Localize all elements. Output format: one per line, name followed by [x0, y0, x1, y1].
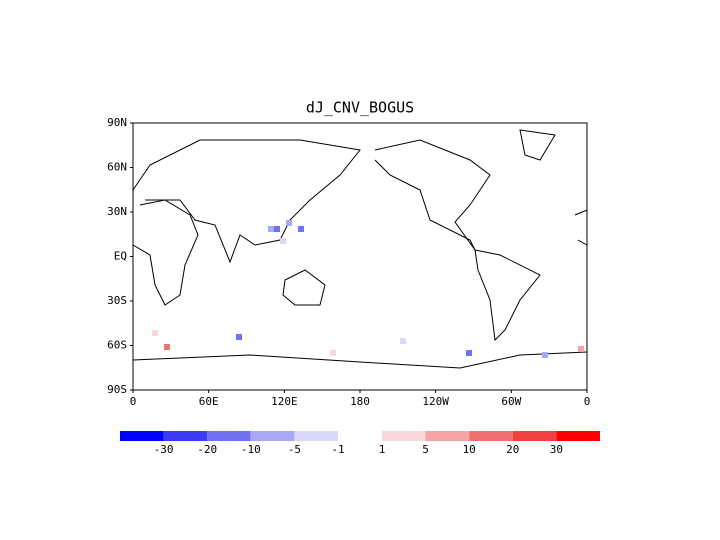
lat-label: 90S	[107, 383, 127, 396]
lon-label: 60E	[199, 395, 219, 408]
colorbar-label: 5	[422, 443, 429, 456]
lat-label: 30S	[107, 294, 127, 307]
lon-label: 60W	[501, 395, 521, 408]
colorbar-box	[294, 431, 338, 441]
coastlines	[132, 129, 588, 369]
colorbar-label: 1	[379, 443, 386, 456]
cell	[152, 330, 158, 336]
coastline	[519, 129, 556, 161]
cell	[298, 226, 304, 232]
coastline	[132, 351, 588, 369]
map-title: dJ_CNV_BOGUS	[306, 99, 414, 117]
cell	[274, 226, 280, 232]
coastline	[282, 269, 326, 306]
lon-label: 0	[584, 395, 591, 408]
coastline	[474, 249, 541, 342]
cell	[466, 350, 472, 356]
cell	[268, 226, 274, 232]
map-frame	[132, 122, 588, 391]
colorbar-label: -1	[331, 443, 344, 456]
coastline	[574, 209, 588, 246]
colorbar-label: -5	[288, 443, 301, 456]
cell	[400, 338, 406, 344]
cell	[542, 352, 548, 358]
lat-label: EQ	[114, 250, 127, 263]
lon-label: 120W	[422, 395, 449, 408]
colorbar-box	[207, 431, 251, 441]
colorbar-box	[250, 431, 295, 441]
lon-label: 180	[350, 395, 370, 408]
grid-cells	[152, 220, 584, 358]
colorbar-label: 10	[463, 443, 476, 456]
cell	[236, 334, 242, 340]
coastline	[374, 139, 491, 251]
colorbar-box	[469, 431, 513, 441]
lat-label: 30N	[107, 205, 127, 218]
lat-label: 60N	[107, 161, 127, 174]
colorbar-label: 20	[506, 443, 519, 456]
lon-label: 0	[130, 395, 137, 408]
cell	[330, 350, 336, 356]
colorbar-box	[120, 431, 164, 441]
colorbar-label: -30	[154, 443, 174, 456]
colorbar-label: -10	[241, 443, 261, 456]
colorbar-box	[163, 431, 208, 441]
cell	[164, 344, 170, 350]
lat-label: 90N	[107, 116, 127, 129]
colorbar-box	[425, 431, 470, 441]
colorbar-label: 30	[550, 443, 563, 456]
colorbar-box	[382, 431, 426, 441]
colorbar-box	[512, 431, 557, 441]
coastline	[132, 199, 199, 306]
colorbar-label: -20	[197, 443, 217, 456]
lon-label: 120E	[271, 395, 298, 408]
colorbar-box	[556, 431, 600, 441]
coastline	[132, 139, 361, 264]
cell	[280, 238, 286, 244]
cell	[286, 220, 292, 226]
cell	[578, 346, 584, 352]
lat-label: 60S	[107, 339, 127, 352]
